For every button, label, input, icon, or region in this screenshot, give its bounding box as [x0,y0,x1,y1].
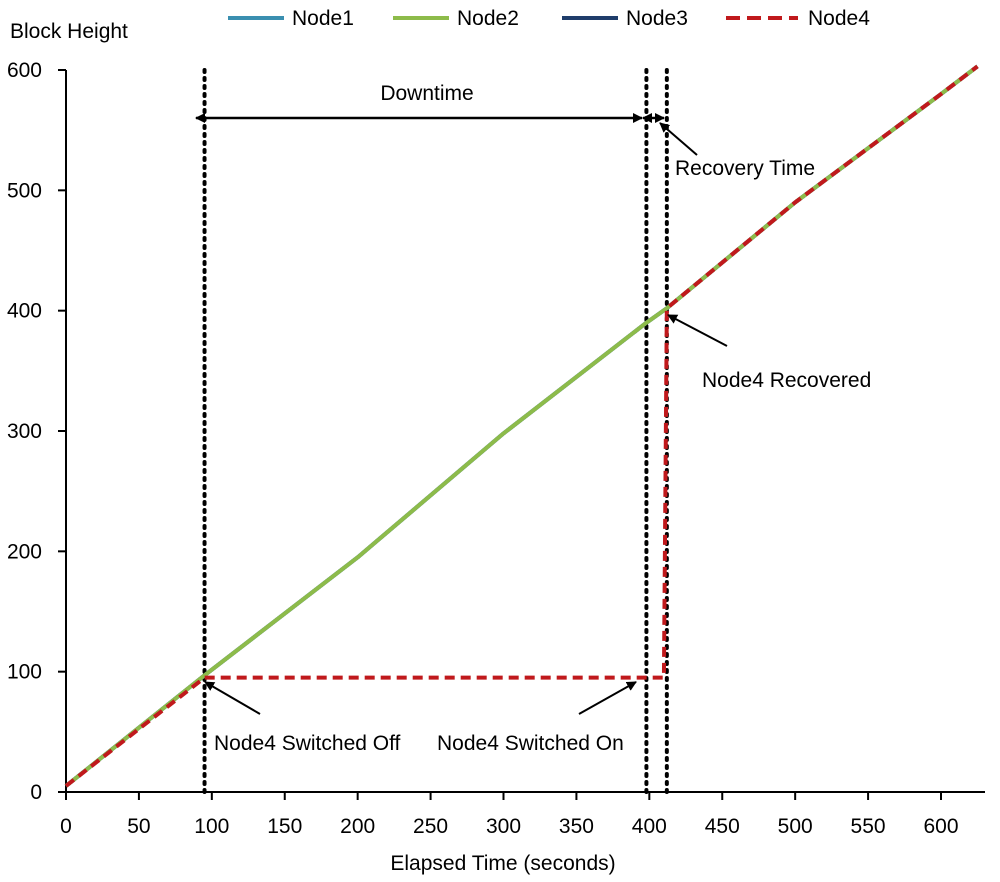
node4-recovered-label: Node4 Recovered [702,369,871,392]
y-axis-title: Block Height [10,20,128,43]
series-line-node2 [64,64,979,788]
x-ticks: 0 50 100 150 200 250 300 350 400 450 500 550 600 [60,792,959,838]
y-tick-label: 500 [7,179,42,202]
node4-switched-off-label: Node4 Switched Off [214,732,401,755]
recovered-pointer [667,314,728,347]
y-tick-label: 300 [7,420,42,443]
node4-switched-on-label: Node4 Switched On [437,732,624,755]
x-tick-label: 150 [267,815,302,838]
x-tick-label: 50 [127,815,150,838]
y-ticks: 0 100 200 300 400 500 600 [7,59,66,804]
x-tick-label: 400 [632,815,667,838]
x-tick-label: 450 [705,815,740,838]
x-tick-label: 500 [778,815,813,838]
series-line-node4 [64,64,979,788]
x-tick-label: 600 [923,815,958,838]
y-tick-label: 0 [30,781,42,804]
x-tick-label: 250 [413,815,448,838]
x-axis-title: Elapsed Time (seconds) [390,852,615,875]
y-tick-label: 600 [7,59,42,82]
x-tick-label: 200 [340,815,375,838]
legend: Node1 Node2 Node3 Node4 [228,7,870,30]
downtime-label: Downtime [380,82,473,105]
recovery-time-label: Recovery Time [675,157,815,180]
x-tick-label: 350 [559,815,594,838]
event-vertical-lines [202,68,669,794]
legend-label-node3: Node3 [626,7,688,30]
legend-label-node2: Node2 [457,7,519,30]
y-tick-label: 100 [7,661,42,684]
legend-label-node1: Node1 [292,7,354,30]
switched-on-pointer [578,681,637,715]
x-tick-label: 0 [60,815,72,838]
switched-off-pointer [204,681,261,715]
x-tick-label: 550 [851,815,886,838]
x-tick-label: 300 [486,815,521,838]
recovery-time-pointer [659,122,698,156]
y-tick-label: 400 [7,300,42,323]
y-tick-label: 200 [7,540,42,563]
legend-label-node4: Node4 [808,7,870,30]
axes: 0 100 200 300 400 500 600 0 50 100 150 200 250 300 35… [7,59,985,838]
x-tick-label: 100 [194,815,229,838]
series-lines [64,64,979,788]
annotations: Downtime Recovery Time Node4 Recovered N… [195,82,871,755]
